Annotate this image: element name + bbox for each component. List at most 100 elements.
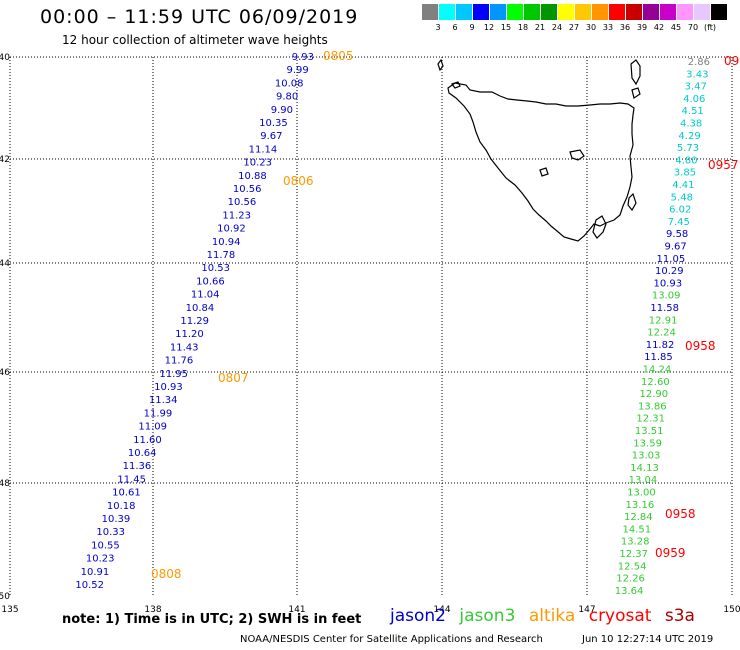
flinders-island xyxy=(630,59,641,86)
wave-height-value: 4.29 xyxy=(678,131,700,142)
legend-label: 39 xyxy=(636,23,648,32)
track-time-label: 0958 xyxy=(665,507,696,521)
wave-height-value: 9.99 xyxy=(286,65,308,76)
legend-swatch xyxy=(439,4,455,20)
wave-height-value: 12.31 xyxy=(636,414,665,425)
robbins-island xyxy=(451,81,461,89)
wave-height-value: 11.82 xyxy=(646,340,675,351)
wave-height-value: 9.58 xyxy=(666,229,688,240)
wave-height-value: 13.51 xyxy=(635,426,664,437)
wave-height-value: 11.95 xyxy=(159,369,188,380)
latitude-label: -40 xyxy=(0,53,10,63)
track-time-label: 0807 xyxy=(218,371,249,385)
legend-label: 21 xyxy=(534,23,546,32)
legend-swatch xyxy=(677,4,693,20)
sat-cryosat: cryosat xyxy=(588,606,652,626)
latitude-label: -46 xyxy=(0,368,10,378)
sat-s3a: s3a xyxy=(664,606,695,626)
tasmania-outline xyxy=(447,82,635,242)
legend-swatch xyxy=(660,4,676,20)
wave-height-value: 10.93 xyxy=(154,382,183,393)
longitude-label: 141 xyxy=(288,605,305,615)
wave-height-value: 14.51 xyxy=(622,524,651,535)
wave-height-value: 13.00 xyxy=(627,488,656,499)
legend-label: 36 xyxy=(619,23,631,32)
wave-height-value: 3.47 xyxy=(685,82,707,93)
legend-label: 70 xyxy=(687,23,699,32)
wave-height-value: 10.94 xyxy=(212,237,241,248)
legend-label: 15 xyxy=(500,23,512,32)
legend-label: 42 xyxy=(653,23,665,32)
wave-height-labels: 9.93 9.99 10.08 9.80 9.90 10.35 9.67 11.14 10.23… xyxy=(75,49,739,597)
wave-height-value: 11.78 xyxy=(207,250,236,261)
wave-height-value: 11.45 xyxy=(117,474,146,485)
wave-height-value: 11.76 xyxy=(165,356,194,367)
wave-height-value: 11.04 xyxy=(191,290,220,301)
wave-height-value: 10.84 xyxy=(186,303,215,314)
wave-height-value: 7.45 xyxy=(668,217,690,228)
legend-swatch xyxy=(473,4,489,20)
latitude-label: -50 xyxy=(0,592,10,602)
wave-height-value: 10.08 xyxy=(275,78,304,89)
wave-height-value: 14.13 xyxy=(630,463,659,474)
wave-height-value: 10.56 xyxy=(233,184,262,195)
latitude-label: -48 xyxy=(0,479,10,489)
track-time-label: 0808 xyxy=(151,567,182,581)
wave-height-value: 10.91 xyxy=(81,567,110,578)
wave-height-value: 3.43 xyxy=(686,69,708,80)
wave-height-value: 12.37 xyxy=(619,549,648,560)
longitude-label: 138 xyxy=(144,605,161,615)
bruny-island xyxy=(592,215,607,239)
wave-height-value: 10.66 xyxy=(196,276,225,287)
wave-height-value: 9.80 xyxy=(276,92,298,103)
wave-height-value: 13.59 xyxy=(633,438,662,449)
wave-height-value: 10.33 xyxy=(96,527,125,538)
legend-swatch xyxy=(507,4,523,20)
king-island xyxy=(437,58,444,72)
wave-height-value: 11.85 xyxy=(644,352,673,363)
wave-height-value: 10.92 xyxy=(217,224,246,235)
legend-swatch xyxy=(592,4,608,20)
legend-swatch xyxy=(524,4,540,20)
wave-height-value: 12.26 xyxy=(616,574,645,585)
map-grid: -40 -42 -44 -46 -48 -50 135 138 141 144 147 150 xyxy=(0,53,740,615)
legend-label: 18 xyxy=(517,23,529,32)
credit-line: NOAA/NESDIS Center for Satellite Applica… xyxy=(240,634,543,645)
legend-label: 30 xyxy=(585,23,597,32)
legend-swatch xyxy=(558,4,574,20)
wave-height-value: 10.23 xyxy=(243,158,272,169)
wave-height-value: 11.29 xyxy=(180,316,209,327)
map-title: 00:00 – 11:59 UTC 06/09/2019 xyxy=(40,6,359,28)
track-time-label: 0805 xyxy=(323,49,354,63)
wave-height-value: 13.04 xyxy=(629,475,658,486)
legend-swatch xyxy=(694,4,710,20)
wave-height-value: 3.85 xyxy=(674,168,696,179)
wave-height-value: 10.88 xyxy=(238,171,267,182)
wave-height-value: 4.51 xyxy=(682,106,704,117)
wave-height-value: 11.14 xyxy=(249,144,278,155)
legend-swatch xyxy=(643,4,659,20)
wave-height-value: 5.48 xyxy=(671,192,693,203)
longitude-label: 144 xyxy=(433,605,450,615)
wave-height-value: 11.58 xyxy=(650,303,679,314)
wave-height-value: 4.41 xyxy=(672,180,694,191)
maria-island xyxy=(627,192,637,212)
legend-swatch xyxy=(456,4,472,20)
wave-height-value: 6.02 xyxy=(669,205,691,216)
legend-swatch xyxy=(541,4,557,20)
wave-height-value: 13.64 xyxy=(615,586,644,597)
wave-height-value: 9.67 xyxy=(664,242,686,253)
wave-height-value: 12.54 xyxy=(618,561,647,572)
tasmania-coastline xyxy=(437,58,641,242)
wave-height-value: 12.91 xyxy=(649,315,678,326)
wave-height-value: 10.64 xyxy=(128,448,157,459)
longitude-label: 135 xyxy=(1,605,18,615)
wave-height-value: 10.55 xyxy=(91,540,120,551)
footnote: note: 1) Time is in UTC; 2) SWH is in fe… xyxy=(62,612,362,627)
legend-swatch xyxy=(626,4,642,20)
wave-height-value: 10.23 xyxy=(86,554,115,565)
wave-height-value: 11.36 xyxy=(123,461,152,472)
latitude-label: -42 xyxy=(0,155,10,165)
wave-height-value: 10.61 xyxy=(112,488,141,499)
